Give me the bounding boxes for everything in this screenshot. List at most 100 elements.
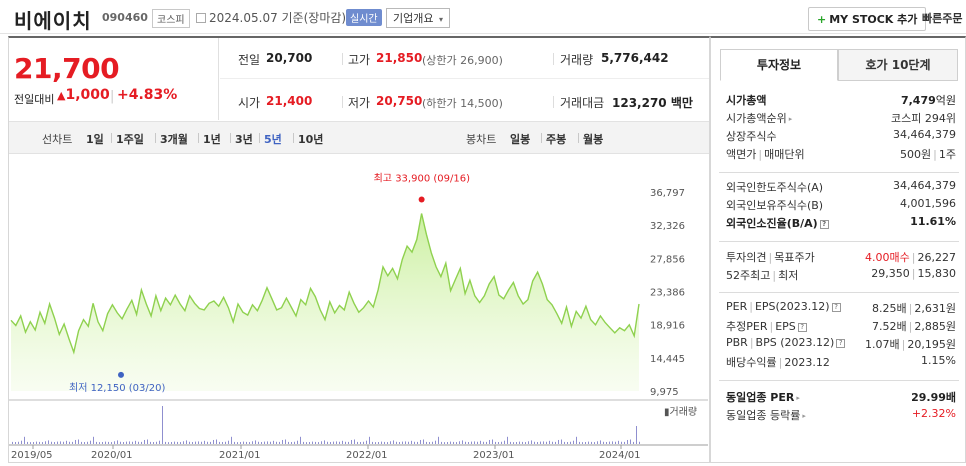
upper-limit: (상한가 26,900): [422, 54, 503, 67]
help-icon[interactable]: ?: [836, 339, 846, 348]
volume-bar: [102, 442, 103, 444]
tab-orderbook-10[interactable]: 호가 10단계: [838, 49, 958, 81]
tab-investment-info[interactable]: 투자정보: [720, 49, 838, 81]
help-icon[interactable]: ?: [797, 323, 807, 332]
period-tab[interactable]: 5년: [264, 133, 282, 146]
trade-amount-unit: 백만: [670, 96, 693, 110]
info-label-text: 동일업종 등락률: [726, 409, 801, 422]
info-label: 시가총액: [726, 92, 766, 108]
volume-bar: [351, 439, 352, 444]
quote-row-divider: [220, 78, 709, 79]
line-chart-label: 선차트: [42, 133, 73, 146]
info-value-text: 29,350: [871, 267, 910, 280]
candle-tab[interactable]: 일봉: [510, 133, 531, 146]
volume-bar: [624, 441, 625, 444]
trade-amount-number: 123,270: [612, 96, 667, 110]
change-separator: |: [110, 89, 115, 104]
help-icon[interactable]: ?: [831, 303, 841, 312]
volume-bar: [507, 436, 508, 444]
info-label-secondary: EPS: [775, 320, 796, 333]
info-value-text: 코스피 294위: [891, 112, 956, 125]
info-value-secondary: 2,631원: [914, 302, 956, 315]
divider: [553, 96, 554, 108]
company-overview-dropdown[interactable]: 기업개요 ▾: [386, 8, 450, 28]
period-tab[interactable]: 1년: [203, 133, 221, 146]
info-label: 상장주식수: [726, 128, 777, 144]
volume-bar: [474, 441, 475, 444]
volume-bar: [282, 439, 283, 444]
volume-bar: [93, 436, 94, 444]
price-change: ▲1,000: [57, 87, 110, 103]
candle-tab[interactable]: 월봉: [583, 133, 604, 146]
volume-bar: [48, 440, 49, 444]
info-row: 외국인보유주식수(B) 4,001,596: [726, 197, 956, 214]
volume-bar: [441, 441, 442, 444]
realtime-button[interactable]: 실시간: [346, 9, 382, 26]
volume-bar: [300, 436, 301, 444]
chevron-right-icon[interactable]: ▸: [802, 412, 806, 420]
volume-bar: [69, 441, 70, 444]
info-value: 29.99배: [911, 389, 956, 405]
period-tab[interactable]: 1일: [86, 133, 104, 146]
volume-bar: [354, 439, 355, 444]
volume-bar: [549, 440, 550, 444]
label-separator: |: [772, 269, 777, 282]
info-value-secondary: 26,227: [917, 251, 957, 264]
volume-bar: [24, 436, 25, 444]
volume-bar: [141, 441, 142, 444]
divider: [155, 133, 156, 143]
divider: [230, 133, 231, 143]
period-tab[interactable]: 3년: [235, 133, 253, 146]
info-label-secondary: 최저: [778, 269, 799, 282]
quick-order-link[interactable]: 빠른주문: [922, 12, 963, 25]
volume-bar: [435, 440, 436, 444]
volume-bar: [633, 441, 634, 444]
volume-bar: [615, 441, 616, 444]
info-label-text: PER: [726, 300, 748, 313]
info-value-text: 7.52배: [872, 320, 907, 333]
volume-bar: [63, 441, 64, 444]
volume-bar: [246, 441, 247, 444]
volume-bar: [18, 441, 19, 444]
info-value-text: 4.00매수: [865, 251, 910, 264]
chevron-right-icon[interactable]: ▸: [796, 394, 800, 402]
price-line: [10, 213, 640, 355]
volume-bar: [252, 441, 253, 444]
info-value-secondary: 2,885원: [914, 320, 956, 333]
volume-bar: [39, 441, 40, 444]
chevron-right-icon[interactable]: ▸: [788, 115, 793, 123]
volume-bar: [150, 441, 151, 444]
x-tick-label: 2019/05: [11, 450, 53, 461]
volume-bar: [594, 442, 595, 444]
volume-bar: [564, 441, 565, 444]
volume-bar: [96, 441, 97, 444]
volume-bar: [303, 441, 304, 444]
max-point-label: 최고 33,900 (09/16): [374, 172, 470, 184]
info-value: 4,001,596: [900, 197, 956, 210]
volume-bar: [117, 440, 118, 444]
volume-bar: [510, 441, 511, 444]
volume-bar: [114, 441, 115, 444]
low-value: 20,750: [376, 94, 423, 108]
value-separator: |: [911, 267, 916, 280]
volume-bar: [561, 439, 562, 444]
volume-bar: [231, 436, 232, 444]
volume-bar: [600, 440, 601, 444]
change-value: 1,000: [65, 87, 110, 103]
volume-bar: [42, 442, 43, 444]
x-tick-label: 2020/01: [91, 450, 133, 461]
open-value: 21,400: [266, 94, 313, 108]
volume-bar: [411, 440, 412, 444]
volume-bar: [165, 441, 166, 444]
price-chart[interactable]: 36,797 32,326 27,856 23,386 18,916 14,445 9,97…: [9, 155, 709, 463]
add-mystock-button[interactable]: + MY STOCK 추가: [808, 7, 927, 31]
volume-bar: [153, 442, 154, 444]
period-tab[interactable]: 3개월: [160, 133, 188, 146]
candle-tab[interactable]: 주봉: [546, 133, 567, 146]
period-tab[interactable]: 10년: [298, 133, 324, 146]
volume-bar: [87, 441, 88, 444]
period-tab[interactable]: 1주일: [116, 133, 144, 146]
volume-bar: [105, 441, 106, 444]
help-icon[interactable]: ?: [819, 220, 829, 229]
volume-bar: [420, 439, 421, 444]
